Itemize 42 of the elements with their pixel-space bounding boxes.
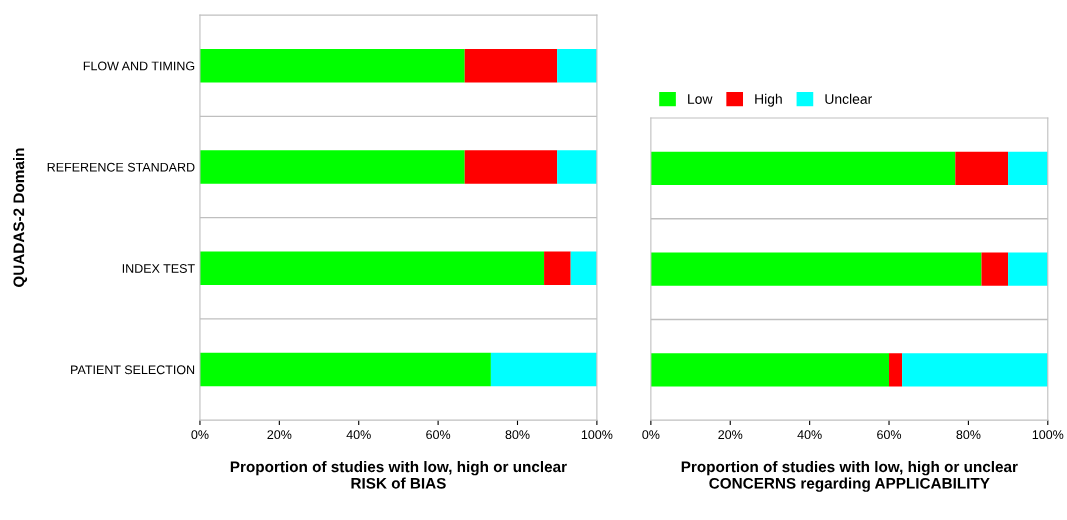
x-tick-label: 40% xyxy=(346,430,371,440)
bar xyxy=(199,352,491,387)
y-tick-label: REFERENCE STANDARD xyxy=(47,162,195,172)
legend-label: High xyxy=(755,93,782,107)
x-axis-title: Proportion of studies with low, high or unclear CONCERNS regarding APPLICABILITY xyxy=(681,460,1018,492)
bar xyxy=(981,252,1009,286)
bar xyxy=(902,353,1048,387)
bar xyxy=(199,49,465,83)
bar xyxy=(570,251,597,285)
bar xyxy=(199,150,465,184)
y-tick-label: INDEX TEST xyxy=(122,264,195,273)
y-axis-title: QUADAS-2 Domain xyxy=(13,148,28,288)
bar xyxy=(557,150,597,184)
x-tick-label: 60% xyxy=(877,430,902,440)
x-tick-label: 20% xyxy=(718,430,743,440)
bar xyxy=(557,49,597,83)
bar xyxy=(889,353,903,387)
x-tick-label: 0% xyxy=(191,430,209,440)
y-tick-label: PATIENT SELECTION xyxy=(71,365,195,375)
x-tick-label: 80% xyxy=(505,430,530,440)
y-tick-label: FLOW AND TIMING xyxy=(83,61,195,71)
bar xyxy=(490,352,597,387)
x-tick-label: 20% xyxy=(267,430,292,440)
bar xyxy=(650,252,982,286)
bar xyxy=(1008,151,1048,186)
bar xyxy=(1008,252,1048,286)
bar xyxy=(650,151,956,186)
x-tick-label: 0% xyxy=(642,430,660,440)
x-tick-label: 100% xyxy=(1032,430,1064,440)
bar xyxy=(544,251,571,285)
legend-label: Unclear xyxy=(825,93,872,104)
x-tick-label: 60% xyxy=(426,430,451,440)
x-axis-title: Proportion of studies with low, high or unclear RISK of BIAS xyxy=(230,460,567,489)
bar xyxy=(650,353,890,387)
legend-label: Low xyxy=(688,94,713,104)
x-tick-label: 80% xyxy=(956,430,981,440)
x-tick-label: 40% xyxy=(797,430,822,440)
bar xyxy=(464,150,558,184)
bar xyxy=(199,251,545,285)
bar xyxy=(955,151,1009,186)
x-tick-label: 100% xyxy=(581,430,613,440)
bar xyxy=(464,49,558,83)
